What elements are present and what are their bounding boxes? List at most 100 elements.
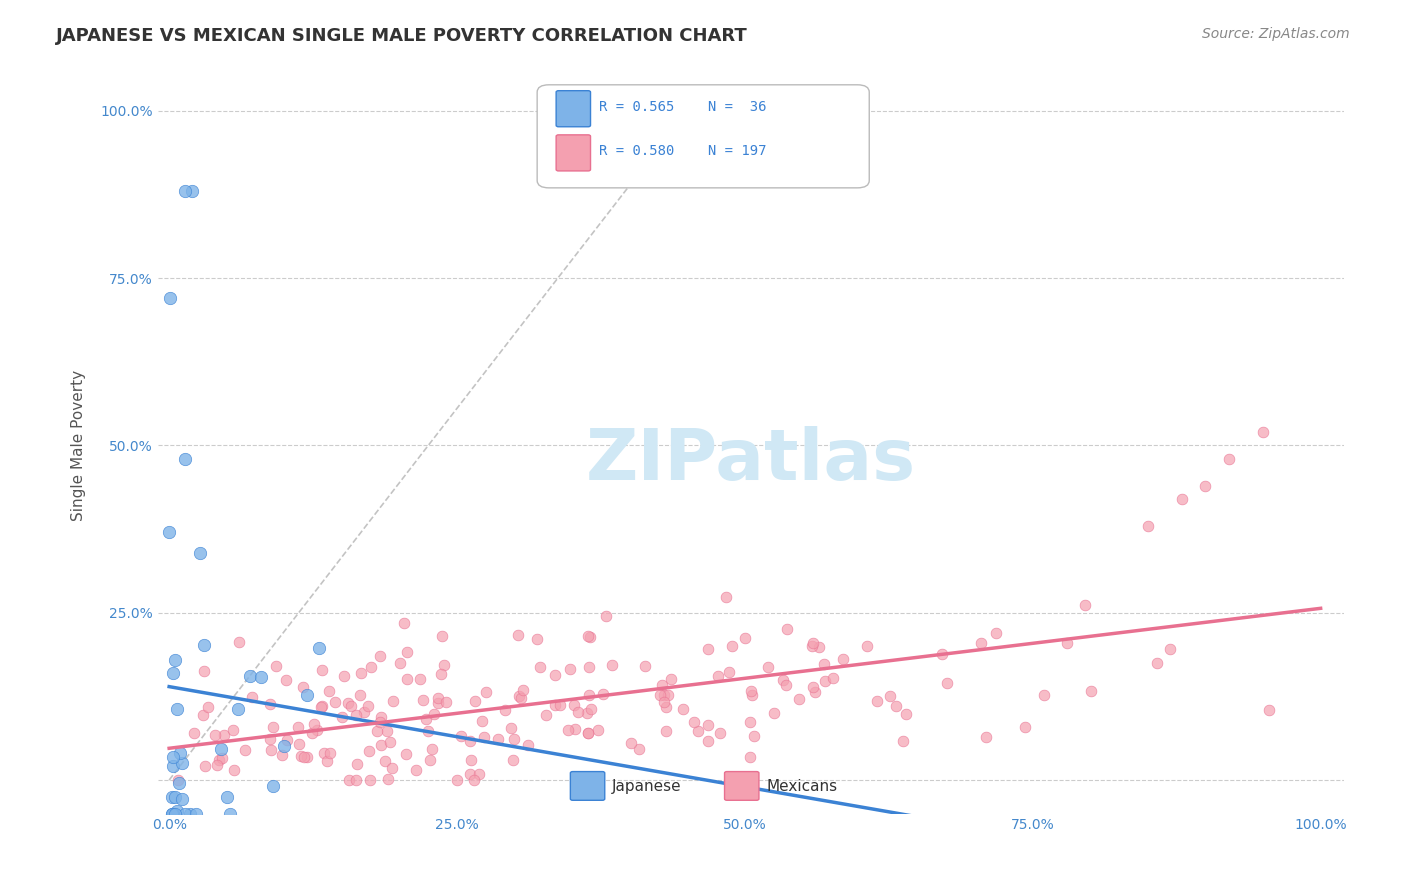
Text: Japanese: Japanese <box>612 779 682 794</box>
Point <box>167 773 190 788</box>
Point <box>494 703 516 717</box>
Point <box>886 698 908 713</box>
Point <box>392 616 415 631</box>
Point <box>560 662 582 676</box>
Point <box>330 710 353 724</box>
Point <box>250 670 273 684</box>
Point <box>262 720 284 734</box>
Point <box>578 660 600 674</box>
Point <box>370 738 392 752</box>
Point <box>879 689 901 703</box>
Point <box>548 698 571 712</box>
Point <box>576 725 599 739</box>
Point <box>160 806 183 821</box>
Point <box>472 730 495 744</box>
Point <box>209 741 232 756</box>
Point <box>776 623 799 637</box>
Point <box>450 729 472 743</box>
Point <box>308 640 330 655</box>
Point <box>165 789 187 804</box>
Point <box>381 761 404 775</box>
Point <box>416 723 439 738</box>
Point <box>460 734 482 748</box>
Point <box>936 675 959 690</box>
Point <box>337 696 360 710</box>
Point <box>741 688 763 702</box>
Point <box>160 790 183 805</box>
Point <box>1014 720 1036 734</box>
Point <box>709 726 731 740</box>
Point <box>337 773 360 788</box>
Point <box>544 668 567 682</box>
Point <box>396 645 419 659</box>
Text: Source: ZipAtlas.com: Source: ZipAtlas.com <box>1202 27 1350 41</box>
Point <box>762 706 785 720</box>
Point <box>464 694 486 708</box>
Point <box>856 639 879 653</box>
Point <box>350 665 373 680</box>
Point <box>894 707 917 722</box>
Point <box>581 701 603 715</box>
Point <box>502 753 524 767</box>
Point <box>233 743 256 757</box>
Point <box>240 690 263 704</box>
Point <box>295 750 318 764</box>
Point <box>683 715 706 730</box>
Point <box>165 652 187 666</box>
Point <box>160 806 183 821</box>
Point <box>787 692 810 706</box>
Point <box>162 759 184 773</box>
Point <box>312 746 335 760</box>
Point <box>1056 636 1078 650</box>
Point <box>557 723 579 737</box>
Point <box>304 717 326 731</box>
FancyBboxPatch shape <box>557 135 591 171</box>
Point <box>756 660 779 674</box>
Point <box>529 659 551 673</box>
Point <box>891 734 914 748</box>
Point <box>218 806 240 821</box>
Point <box>264 659 287 673</box>
Point <box>180 184 202 198</box>
Y-axis label: Single Male Poverty: Single Male Poverty <box>72 370 86 521</box>
Point <box>426 697 449 711</box>
Text: R = 0.580    N = 197: R = 0.580 N = 197 <box>599 144 766 158</box>
Point <box>446 773 468 788</box>
Point <box>499 721 522 735</box>
Point <box>346 756 368 771</box>
Point <box>194 758 217 772</box>
Point <box>738 750 761 764</box>
Point <box>360 659 382 673</box>
Point <box>374 754 396 768</box>
Point <box>1033 689 1056 703</box>
Point <box>409 672 432 686</box>
Point <box>174 184 197 198</box>
Point <box>353 706 375 720</box>
Point <box>463 773 485 788</box>
Point <box>707 669 730 683</box>
Point <box>340 699 363 714</box>
Point <box>578 688 600 702</box>
Point <box>1159 642 1181 657</box>
FancyBboxPatch shape <box>724 772 759 800</box>
Point <box>259 743 281 757</box>
Point <box>228 635 250 649</box>
Point <box>567 705 589 719</box>
Point <box>458 767 481 781</box>
Point <box>307 723 329 738</box>
Point <box>423 707 446 722</box>
Point <box>377 772 399 786</box>
Point <box>292 680 315 694</box>
Point <box>159 525 181 540</box>
Point <box>821 671 844 685</box>
Point <box>506 628 529 642</box>
Point <box>804 685 827 699</box>
Point <box>212 728 235 742</box>
Point <box>1136 518 1159 533</box>
Point <box>468 766 491 780</box>
Point <box>159 291 181 305</box>
Text: Mexicans: Mexicans <box>766 779 837 794</box>
Point <box>696 642 718 657</box>
Point <box>721 639 744 653</box>
Point <box>323 695 346 709</box>
